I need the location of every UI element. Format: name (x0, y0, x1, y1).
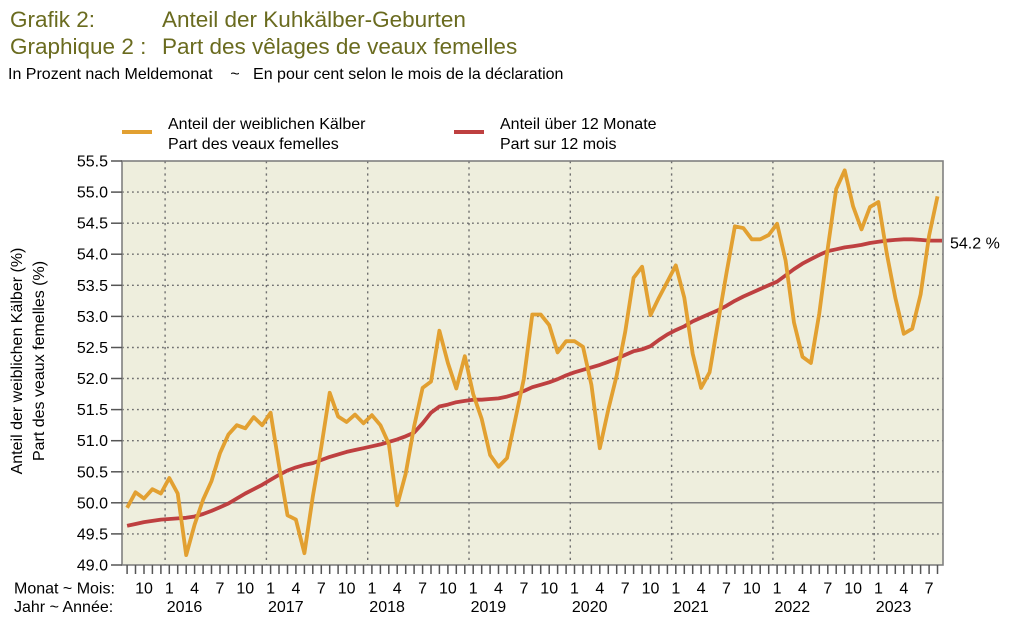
svg-text:Anteil der weiblichen Kälber: Anteil der weiblichen Kälber (168, 116, 366, 133)
svg-text:10: 10 (642, 581, 660, 598)
svg-text:51.0: 51.0 (77, 433, 108, 450)
svg-text:49.0: 49.0 (77, 558, 108, 575)
svg-text:Anteil der weiblichen Kälber (: Anteil der weiblichen Kälber (%) (9, 248, 26, 475)
svg-text:10: 10 (439, 581, 457, 598)
svg-text:55.5: 55.5 (77, 154, 108, 171)
svg-text:52.5: 52.5 (77, 340, 108, 357)
svg-text:10: 10 (844, 581, 862, 598)
svg-text:Part des veaux femelles (%): Part des veaux femelles (%) (31, 261, 48, 461)
svg-text:2019: 2019 (471, 599, 507, 616)
svg-text:4: 4 (393, 581, 402, 598)
svg-text:2023: 2023 (876, 599, 912, 616)
svg-text:2020: 2020 (572, 599, 608, 616)
svg-text:4: 4 (899, 581, 908, 598)
svg-text:51.5: 51.5 (77, 402, 108, 419)
svg-text:4: 4 (291, 581, 300, 598)
svg-text:10: 10 (540, 581, 558, 598)
svg-text:7: 7 (621, 581, 630, 598)
svg-text:10: 10 (743, 581, 761, 598)
svg-text:4: 4 (595, 581, 604, 598)
svg-text:10: 10 (236, 581, 254, 598)
svg-text:7: 7 (823, 581, 832, 598)
svg-text:Part sur 12 mois: Part sur 12 mois (500, 136, 616, 153)
svg-text:Anteil über 12 Monate: Anteil über 12 Monate (500, 116, 657, 133)
svg-text:1: 1 (266, 581, 275, 598)
svg-text:52.0: 52.0 (77, 371, 108, 388)
svg-text:1: 1 (570, 581, 579, 598)
svg-text:7: 7 (722, 581, 731, 598)
svg-text:4: 4 (798, 581, 807, 598)
svg-text:7: 7 (925, 581, 934, 598)
svg-text:Monat ~ Mois:: Monat ~ Mois: (14, 581, 115, 598)
svg-text:4: 4 (190, 581, 199, 598)
svg-text:1: 1 (874, 581, 883, 598)
svg-text:Part des veaux femelles: Part des veaux femelles (168, 136, 339, 153)
svg-text:2022: 2022 (775, 599, 811, 616)
svg-text:54.0: 54.0 (77, 247, 108, 264)
svg-text:7: 7 (519, 581, 528, 598)
svg-text:55.0: 55.0 (77, 185, 108, 202)
svg-text:50.0: 50.0 (77, 495, 108, 512)
svg-text:49.5: 49.5 (77, 526, 108, 543)
svg-text:1: 1 (367, 581, 376, 598)
svg-text:4: 4 (697, 581, 706, 598)
svg-text:53.5: 53.5 (77, 278, 108, 295)
svg-text:7: 7 (317, 581, 326, 598)
svg-text:54.2 %: 54.2 % (950, 236, 1000, 253)
svg-text:54.5: 54.5 (77, 216, 108, 233)
svg-text:1: 1 (165, 581, 174, 598)
svg-text:2017: 2017 (268, 599, 304, 616)
svg-text:2021: 2021 (673, 599, 709, 616)
svg-text:2018: 2018 (369, 599, 405, 616)
svg-text:1: 1 (773, 581, 782, 598)
svg-text:50.5: 50.5 (77, 464, 108, 481)
svg-text:7: 7 (216, 581, 225, 598)
svg-text:1: 1 (671, 581, 680, 598)
svg-text:Jahr ~ Année:: Jahr ~ Année: (14, 599, 113, 616)
svg-text:2016: 2016 (167, 599, 203, 616)
svg-text:10: 10 (135, 581, 153, 598)
svg-text:4: 4 (494, 581, 503, 598)
svg-text:1: 1 (469, 581, 478, 598)
svg-text:10: 10 (338, 581, 356, 598)
svg-text:53.0: 53.0 (77, 309, 108, 326)
svg-text:7: 7 (418, 581, 427, 598)
